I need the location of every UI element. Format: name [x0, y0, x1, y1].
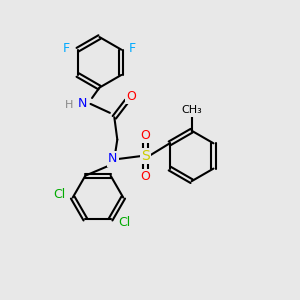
Text: F: F — [129, 42, 136, 55]
Text: Cl: Cl — [118, 216, 130, 229]
Text: Cl: Cl — [53, 188, 65, 201]
Text: N: N — [77, 98, 87, 110]
Text: S: S — [141, 149, 150, 163]
Text: N: N — [108, 152, 118, 165]
Text: CH₃: CH₃ — [181, 106, 202, 116]
Text: F: F — [63, 42, 70, 55]
Text: O: O — [126, 90, 136, 103]
Text: O: O — [141, 129, 151, 142]
Text: O: O — [141, 170, 151, 183]
Text: H: H — [65, 100, 73, 110]
